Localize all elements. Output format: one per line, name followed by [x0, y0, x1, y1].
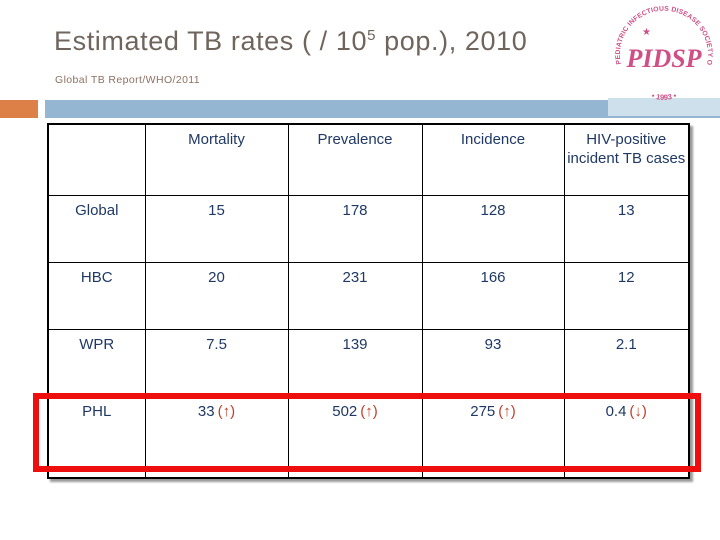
title-superscript: 5: [367, 27, 377, 44]
data-cell: 139: [287, 328, 423, 397]
cell-value: 0.4: [605, 402, 627, 420]
header-cell-prevalence: Prevalence: [287, 123, 423, 196]
table-row-wpr: WPR 7.5 139 93 2.1: [47, 328, 690, 397]
trend-up-indicator: (↑): [217, 402, 236, 420]
header-cell-hiv: HIV-positive incident TB cases: [563, 123, 690, 196]
cell-value: 502: [332, 402, 358, 420]
data-cell: 2.1: [563, 328, 690, 397]
data-cell: 231: [287, 261, 423, 330]
cell-value: 275: [470, 402, 496, 420]
svg-text:• 1993 •: • 1993 •: [651, 91, 678, 102]
row-label: WPR: [47, 328, 146, 397]
trend-down-indicator: (↓): [629, 402, 647, 420]
table-header-row: Mortality Prevalence Incidence HIV-posit…: [47, 123, 690, 196]
data-cell: 20: [144, 261, 289, 330]
data-cell: 7.5: [144, 328, 289, 397]
table-row-phl: PHL 33 (↑) 502 (↑) 275 (↑) 0.4 (↓): [47, 395, 690, 479]
data-cell: 275 (↑): [421, 395, 565, 479]
row-label: HBC: [47, 261, 146, 330]
data-cell: 0.4 (↓): [563, 395, 690, 479]
data-cell: 178: [287, 194, 423, 263]
slide-subtitle: Global TB Report/WHO/2011: [55, 74, 201, 86]
data-cell: 166: [421, 261, 565, 330]
table-row-global: Global 15 178 128 13: [47, 194, 690, 263]
logo-acronym: PIDSP: [625, 44, 702, 73]
header-cell-empty: [47, 123, 146, 196]
accent-bar-blue: [45, 100, 720, 118]
data-cell: 33 (↑): [144, 395, 289, 479]
data-cell: 502 (↑): [287, 395, 423, 479]
data-cell: 128: [421, 194, 565, 263]
slide-title: Estimated TB rates ( / 105 pop.), 2010: [54, 26, 527, 57]
data-cell: 12: [563, 261, 690, 330]
pidsp-stamp-icon: PEDIATRIC INFECTIOUS DISEASE SOCIETY OF …: [608, 0, 713, 102]
data-cell: 93: [421, 328, 565, 397]
header-cell-incidence: Incidence: [421, 123, 565, 196]
header-cell-mortality: Mortality: [144, 123, 289, 196]
tb-rates-table: Mortality Prevalence Incidence HIV-posit…: [47, 123, 690, 479]
cell-value: 33: [197, 402, 215, 420]
row-label: PHL: [47, 395, 146, 479]
row-label: Global: [47, 194, 146, 263]
data-cell: 15: [144, 194, 289, 263]
trend-up-indicator: (↑): [498, 402, 516, 420]
trend-up-indicator: (↑): [360, 402, 378, 420]
accent-bar-orange: [0, 100, 38, 118]
pidsp-logo: PEDIATRIC INFECTIOUS DISEASE SOCIETY OF …: [608, 0, 720, 116]
title-text: Estimated TB rates ( / 10: [54, 26, 368, 56]
logo-year: • 1993 •: [651, 91, 678, 102]
logo-bottom-strip: [608, 98, 720, 116]
title-text-suffix: pop.), 2010: [376, 26, 528, 56]
data-cell: 13: [563, 194, 690, 263]
logo-star-icon: ★: [642, 27, 651, 38]
table-row-hbc: HBC 20 231 166 12: [47, 261, 690, 330]
